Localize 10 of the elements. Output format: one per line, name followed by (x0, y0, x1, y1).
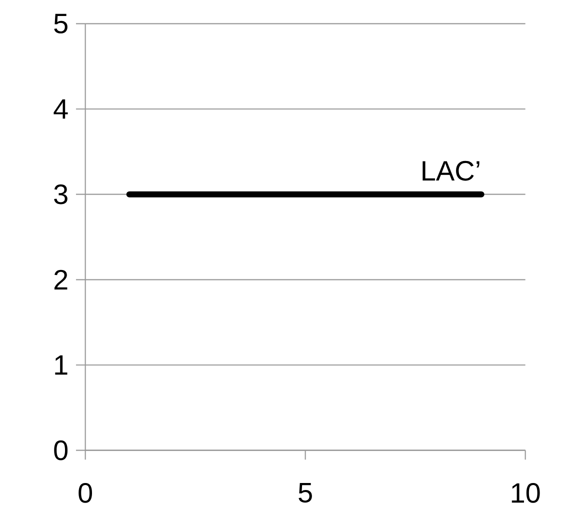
y-tick-label: 4 (54, 99, 68, 119)
y-tick-label: 5 (54, 14, 68, 34)
x-tick-label: 0 (78, 483, 92, 503)
y-tick-label: 3 (54, 184, 68, 204)
x-tick-label: 5 (298, 483, 312, 503)
y-tick-label: 1 (55, 355, 68, 375)
y-tick-label: 2 (54, 270, 68, 290)
y-tick-label: 0 (54, 440, 68, 460)
x-tick-label: 10 (512, 483, 540, 503)
series-label: LAC’ (422, 160, 480, 181)
